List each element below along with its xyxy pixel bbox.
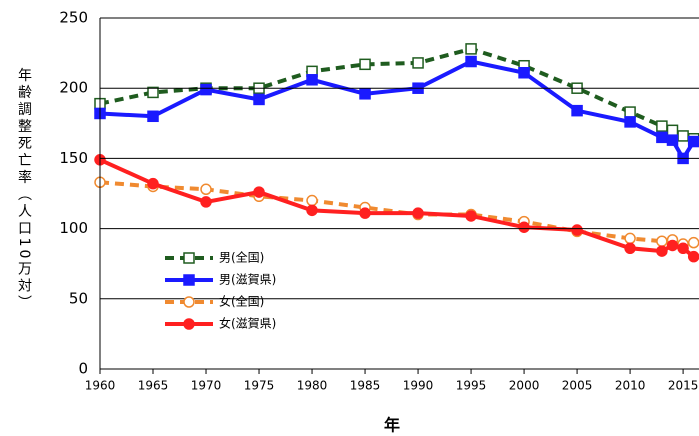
marker bbox=[677, 242, 689, 255]
legend-marker bbox=[183, 318, 195, 330]
x-tick-label: 1995 bbox=[456, 379, 487, 393]
x-tick-label: 2015 bbox=[668, 379, 699, 393]
marker bbox=[147, 86, 159, 99]
legend-label: 男(全国) bbox=[219, 250, 264, 265]
marker bbox=[571, 224, 583, 236]
marker bbox=[253, 186, 265, 198]
x-tick-label: 2000 bbox=[509, 379, 540, 393]
marker bbox=[518, 67, 530, 79]
legend-marker bbox=[183, 274, 195, 286]
marker bbox=[656, 131, 668, 144]
x-tick-label: 1965 bbox=[138, 379, 169, 393]
marker bbox=[200, 196, 212, 208]
y-tick-label: 50 bbox=[69, 289, 88, 307]
marker bbox=[687, 236, 699, 249]
marker bbox=[412, 207, 424, 219]
marker bbox=[253, 93, 265, 106]
marker bbox=[656, 245, 668, 257]
y-tick-label: 200 bbox=[59, 79, 88, 97]
marker bbox=[359, 88, 371, 100]
x-tick-label: 2010 bbox=[615, 379, 646, 393]
marker bbox=[624, 242, 636, 255]
legend-marker bbox=[183, 296, 195, 308]
marker bbox=[412, 57, 424, 69]
legend-marker bbox=[183, 252, 195, 264]
y-tick-label: 0 bbox=[78, 360, 88, 378]
legend-label: 女(滋賀県) bbox=[219, 316, 276, 331]
legend-label: 女(全国) bbox=[219, 294, 264, 309]
x-tick-label: 1975 bbox=[244, 379, 275, 393]
marker bbox=[624, 232, 636, 245]
x-tick-label: 1970 bbox=[191, 379, 222, 393]
marker bbox=[200, 83, 212, 96]
marker bbox=[656, 235, 668, 247]
marker bbox=[666, 124, 679, 137]
plot-area bbox=[94, 43, 699, 263]
y-tick-label: 150 bbox=[59, 149, 88, 167]
marker bbox=[677, 130, 689, 142]
marker bbox=[624, 116, 636, 128]
marker bbox=[147, 177, 159, 190]
marker bbox=[200, 183, 212, 196]
marker bbox=[465, 210, 477, 222]
marker bbox=[306, 194, 318, 207]
marker bbox=[306, 204, 318, 217]
marker bbox=[359, 207, 371, 219]
series-line bbox=[99, 59, 696, 163]
x-tick-label: 2005 bbox=[562, 379, 593, 393]
marker bbox=[687, 250, 699, 263]
y-tick-label: 100 bbox=[59, 219, 88, 237]
series-line bbox=[99, 46, 695, 141]
x-tick-label: 1985 bbox=[350, 379, 381, 393]
marker bbox=[666, 134, 679, 146]
marker bbox=[666, 239, 679, 252]
marker bbox=[518, 221, 530, 233]
y-tick-label: 250 bbox=[59, 9, 88, 27]
marker bbox=[147, 110, 159, 123]
marker bbox=[571, 104, 583, 117]
x-tick-label: 1990 bbox=[403, 379, 434, 393]
marker bbox=[465, 43, 477, 55]
legend-label: 男(滋賀県) bbox=[219, 273, 276, 287]
x-tick-label: 1960 bbox=[85, 379, 116, 393]
series-line bbox=[99, 157, 695, 259]
marker bbox=[306, 74, 318, 86]
marker bbox=[359, 58, 371, 71]
x-tick-label: 1980 bbox=[297, 379, 328, 393]
y-axis-label: 年齢調整死亡率（人口10万対） bbox=[16, 68, 32, 313]
marker bbox=[465, 55, 477, 68]
marker bbox=[656, 120, 668, 132]
marker bbox=[624, 106, 636, 118]
x-axis-label: 年 bbox=[384, 416, 400, 435]
marker bbox=[687, 135, 699, 148]
